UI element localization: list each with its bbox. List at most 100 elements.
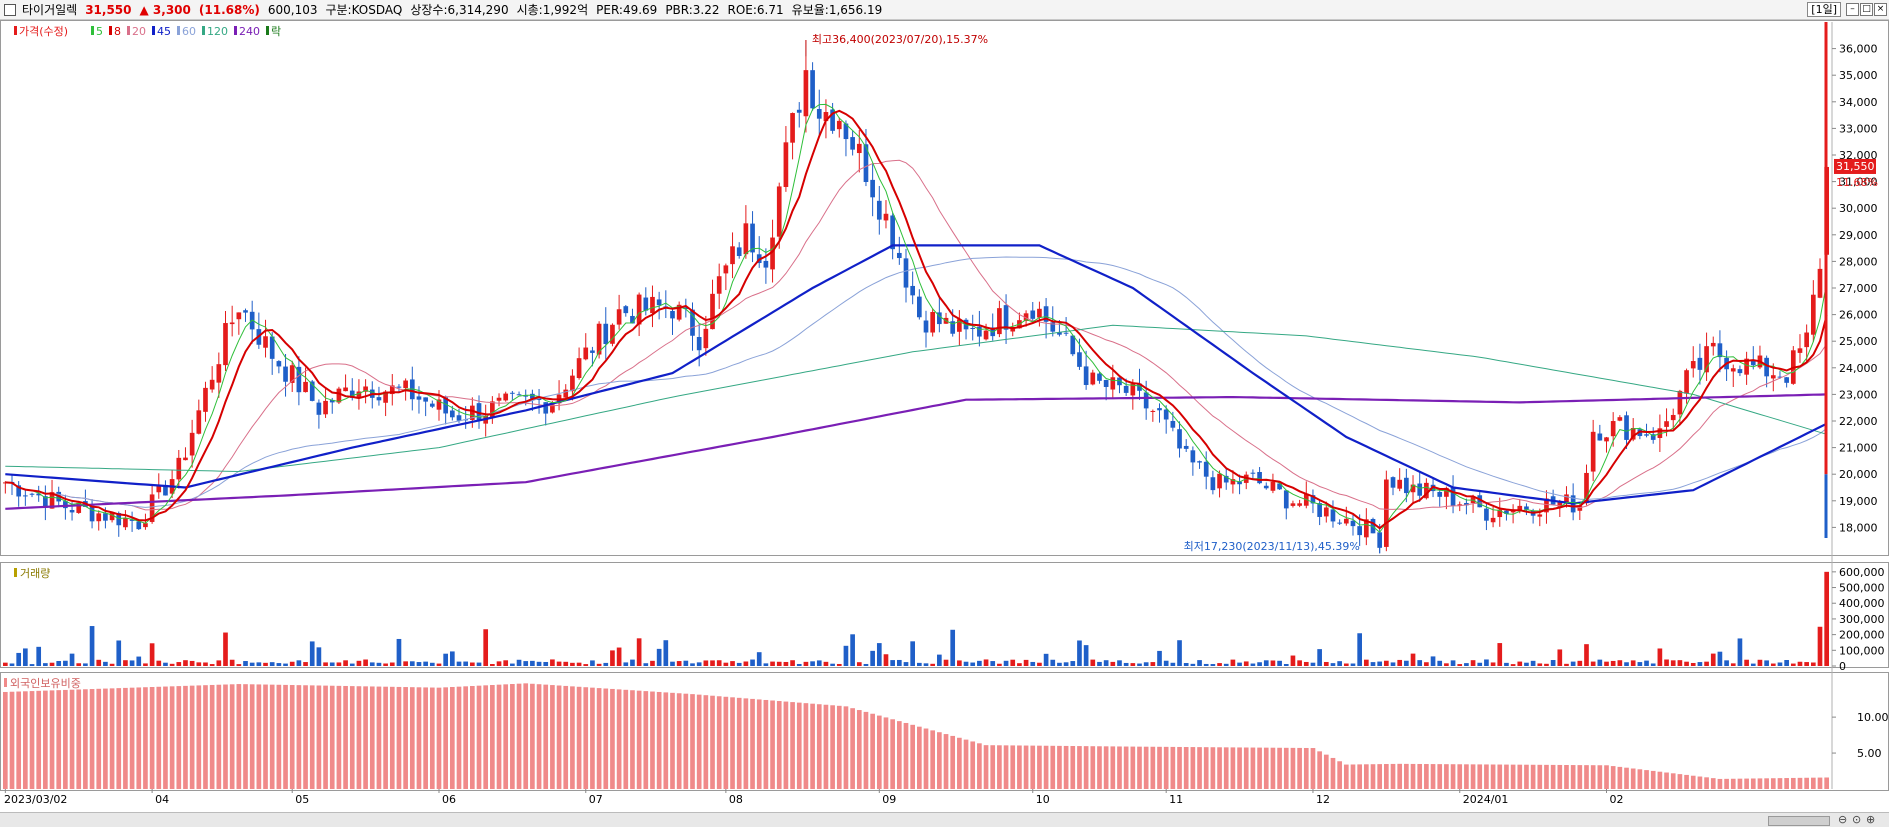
volume-bar	[1424, 662, 1429, 666]
chart-scrollbar[interactable]: ⊖ ⊙ ⊕	[0, 812, 1889, 827]
foreign-ownership-bar	[763, 699, 769, 789]
candle-body	[850, 137, 855, 150]
foreign-ownership-bar	[903, 722, 909, 789]
candle-body	[1003, 305, 1009, 330]
volume-bar	[1143, 662, 1149, 666]
foreign-ownership-bar	[536, 684, 542, 789]
foreign-ownership-bar	[369, 686, 375, 789]
zoom-reset-icon[interactable]: ⊙	[1852, 813, 1862, 826]
volume-bar	[470, 662, 475, 666]
candle-body	[116, 513, 122, 526]
foreign-ownership-bar	[823, 704, 829, 789]
price-axis-label: 25,000	[1839, 335, 1878, 348]
candle-body	[656, 299, 662, 306]
foreign-ownership-bar	[363, 686, 368, 789]
volume-bar	[1804, 662, 1809, 666]
foreign-ownership-bar	[583, 687, 589, 789]
volume-bar	[663, 640, 669, 666]
candle-body	[449, 410, 455, 418]
volume-bar	[1477, 662, 1483, 666]
foreign-ownership-bar	[783, 701, 789, 789]
volume-bar	[443, 653, 448, 666]
price-axis-label: 23,000	[1839, 388, 1878, 401]
foreign-ownership-bar	[743, 698, 749, 789]
volume-bar	[1637, 662, 1643, 666]
foreign-ownership-bar	[1757, 778, 1763, 789]
foreign-ownership-bar	[1444, 764, 1449, 789]
foreign-ownership-bar	[616, 689, 622, 789]
volume-bar	[903, 662, 909, 666]
candle-body	[1557, 502, 1563, 507]
current-price: 31,550	[85, 2, 132, 17]
candle-body	[1337, 522, 1342, 524]
candle-body	[1030, 310, 1036, 319]
foreign-ownership-bar	[1323, 754, 1329, 789]
close-icon[interactable]: ×	[1874, 3, 1887, 16]
candle-body	[1457, 504, 1463, 506]
volume-bar	[1664, 659, 1669, 666]
volume-bar	[836, 663, 842, 666]
zoom-out-icon[interactable]: ⊖	[1838, 813, 1848, 826]
volume-bar	[1784, 660, 1789, 666]
foreign-ownership-bar	[76, 689, 82, 789]
volume-bar	[1363, 659, 1369, 666]
volume-bar	[323, 662, 328, 666]
period-selector[interactable]: [1일]	[1807, 2, 1841, 17]
minimize-icon[interactable]: –	[1846, 3, 1859, 16]
foreign-ownership-bar	[1817, 777, 1823, 789]
foreign-ownership-bar	[516, 683, 522, 789]
foreign-ownership-bar	[376, 686, 382, 789]
price-axis-label: 33,000	[1839, 122, 1878, 135]
foreign-ownership-bar	[1617, 766, 1623, 789]
candle-body	[1664, 421, 1669, 427]
candle-body	[1310, 495, 1316, 504]
scroll-thumb[interactable]	[1768, 816, 1830, 826]
listed-shares: 상장수:6,314,290	[410, 3, 509, 17]
foreign-ownership-bar	[83, 689, 88, 789]
candle-body	[243, 310, 248, 313]
candle-body	[63, 501, 68, 509]
price-axis-label: 19,000	[1839, 495, 1878, 508]
foreign-ownership-bar	[1210, 747, 1216, 789]
foreign-ownership-bar	[203, 685, 208, 789]
volume-bar	[1824, 571, 1829, 666]
candle-body	[1504, 510, 1509, 514]
volume-bar	[530, 660, 535, 666]
candle-body	[476, 403, 482, 421]
volume-bar	[1404, 660, 1409, 666]
volume-bar	[1550, 660, 1556, 666]
volume-panel-frame	[0, 562, 1889, 668]
volume-bar	[56, 661, 62, 666]
foreign-ownership-bar	[423, 687, 428, 789]
volume-bar	[977, 660, 982, 666]
volume-bar	[136, 656, 142, 666]
volume-bar	[223, 632, 228, 666]
candle-body	[1157, 408, 1162, 411]
candle-body	[1417, 483, 1423, 496]
foreign-ownership-bar	[1310, 748, 1316, 789]
candle-body	[136, 521, 142, 530]
foreign-ownership-bar	[303, 685, 308, 789]
foreign-ownership-bar	[1243, 747, 1249, 789]
price-axis-label: 24,000	[1839, 362, 1878, 375]
volume-bar	[496, 661, 502, 666]
volume-bar	[1790, 663, 1796, 666]
select-checkbox[interactable]	[4, 3, 16, 16]
foreign-ownership-bar	[456, 686, 462, 789]
foreign-ownership-bar	[1257, 747, 1262, 789]
maximize-icon[interactable]: □	[1860, 3, 1873, 16]
candle-body	[343, 387, 348, 392]
foreign-ownership-bar	[36, 690, 42, 789]
volume-bar	[1350, 663, 1356, 666]
candle-body	[1737, 369, 1743, 374]
volume-bar	[1737, 638, 1743, 666]
foreign-ownership-bar	[1797, 777, 1803, 789]
stock-chart[interactable]: 36,000 35,000 34,000 33,000 32,000 31,000 30,0…	[0, 20, 1889, 812]
price-axis-label: 34,000	[1839, 96, 1878, 109]
candle-body	[283, 366, 288, 382]
zoom-in-icon[interactable]: ⊕	[1866, 813, 1876, 826]
price-axis-label: 31,000	[1839, 176, 1878, 189]
candle-body	[29, 493, 35, 495]
foreign-ownership-bar	[429, 687, 435, 789]
candle-body	[69, 510, 75, 513]
